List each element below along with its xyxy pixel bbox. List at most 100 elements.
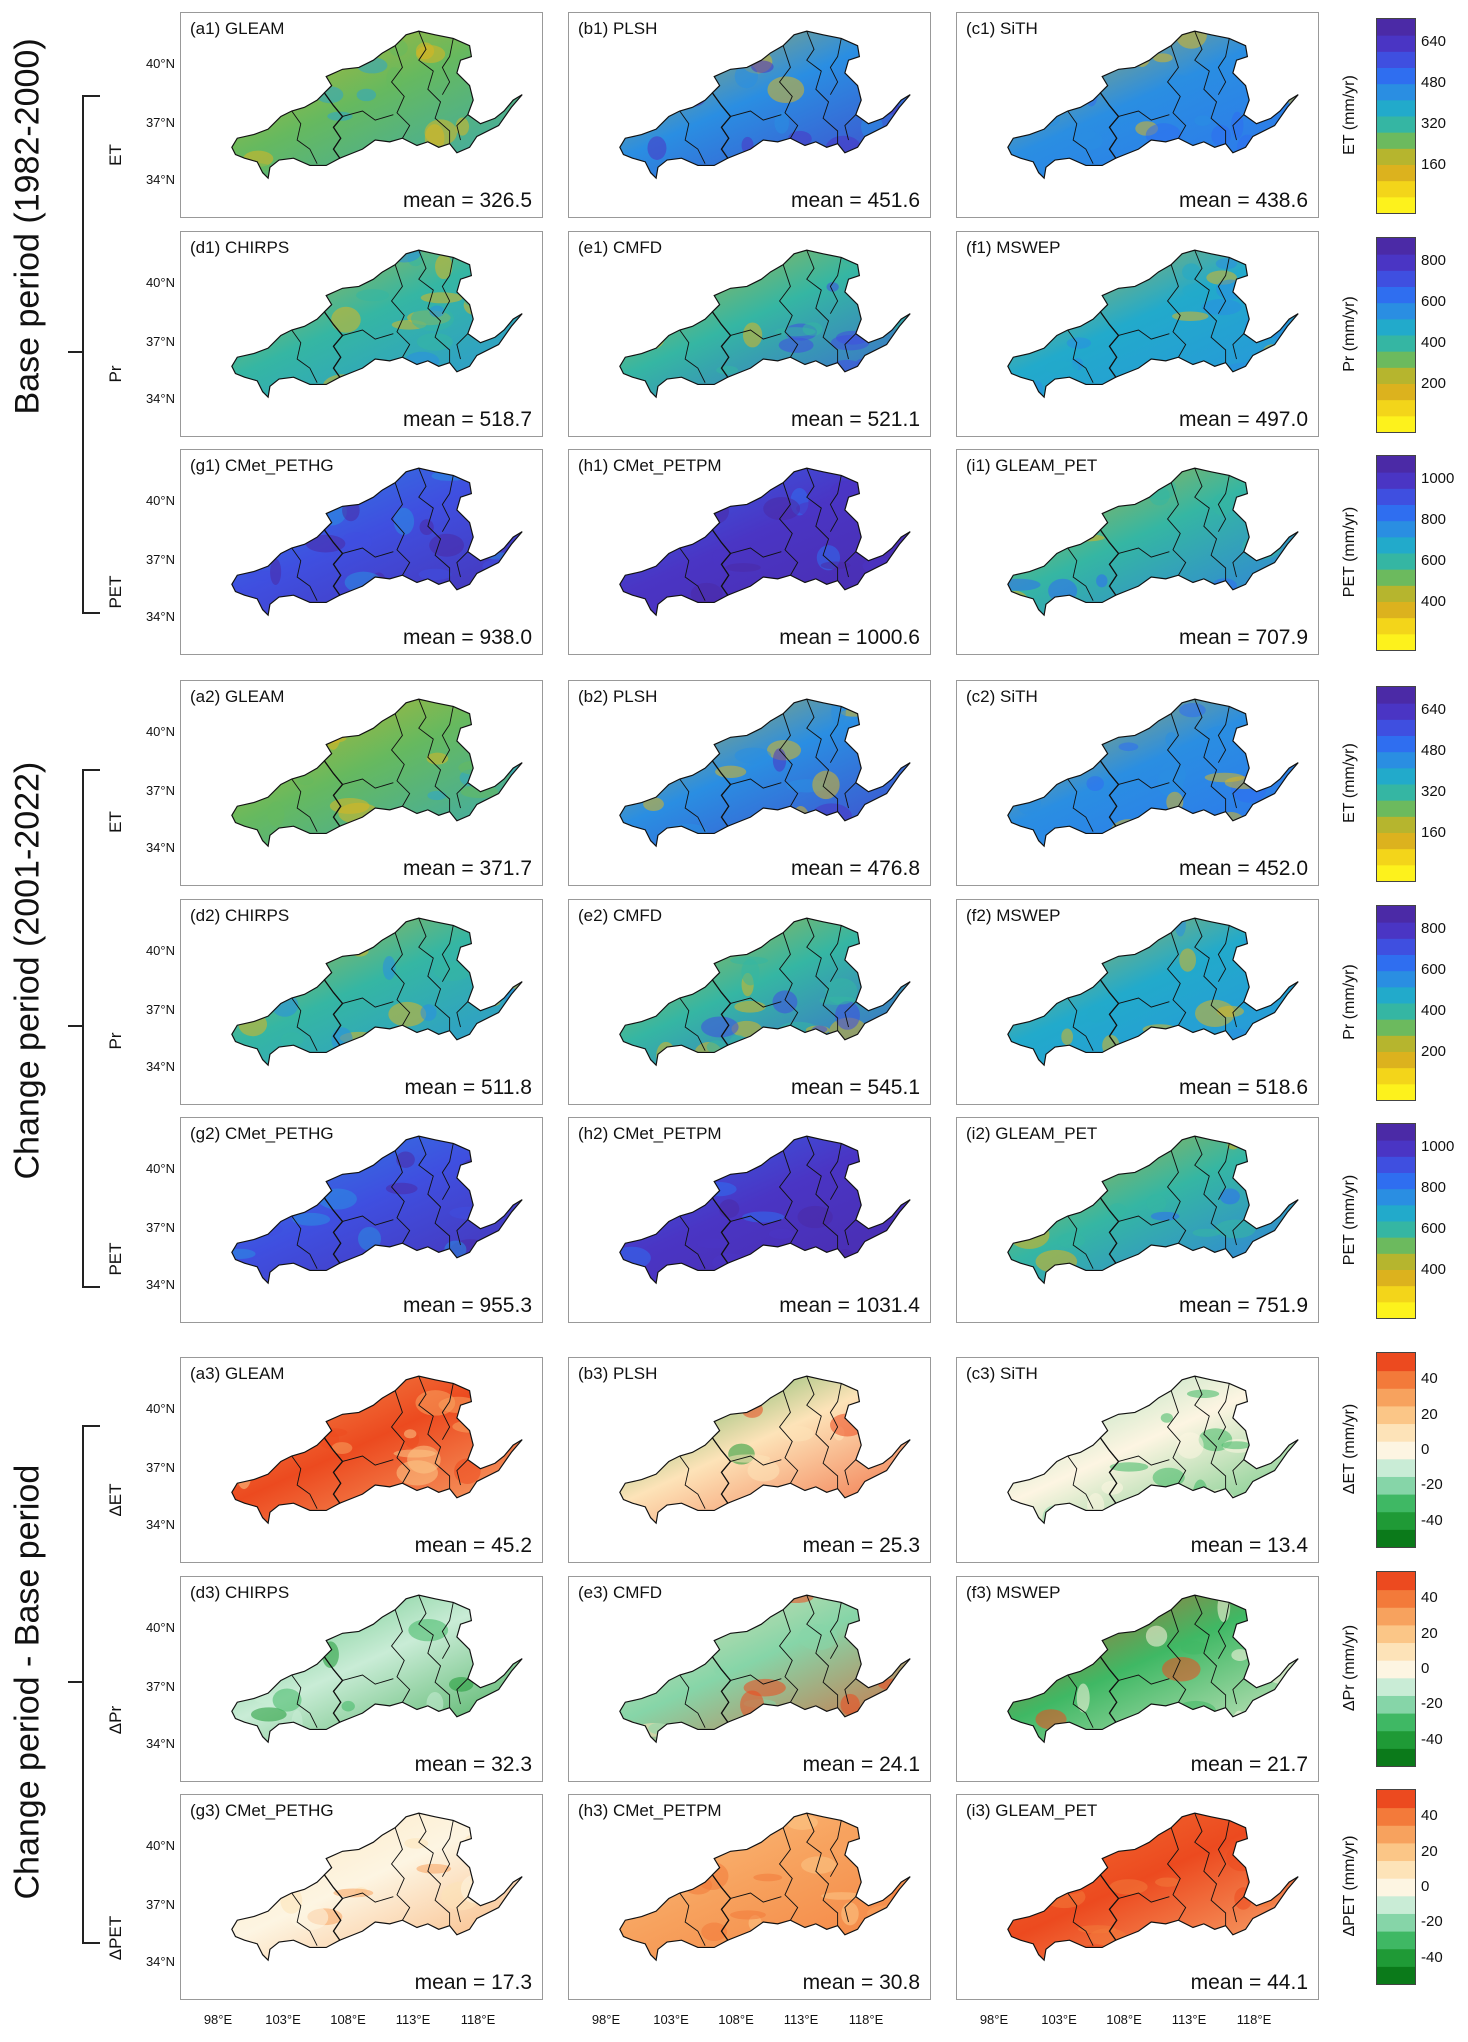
colorbar-tick-label: 600 <box>1421 960 1447 978</box>
subbasin-boundary <box>1067 1892 1094 1946</box>
map-texture-patch <box>1180 1641 1208 1655</box>
colorbar-tick-label: 600 <box>1421 1219 1447 1237</box>
colorbar-swatch <box>1377 1966 1415 1984</box>
map-texture-patch <box>816 147 844 159</box>
map-texture-patch <box>441 1881 481 1911</box>
basin-map <box>231 249 523 399</box>
map-texture-patch <box>253 1397 275 1416</box>
map-texture-patch <box>499 1830 523 1846</box>
map-texture-patch <box>1275 1708 1299 1734</box>
colorbar <box>1376 18 1416 214</box>
period-bracket-change <box>82 769 100 1288</box>
colorbar-swatch <box>1377 148 1415 165</box>
panel-title: (h3) CMet_PETPM <box>578 1801 722 1820</box>
subbasin-boundary <box>418 1594 451 1708</box>
subbasin-boundary <box>418 1375 451 1489</box>
subbasin-boundary <box>441 706 454 763</box>
map-texture-patch <box>429 305 445 318</box>
subbasin-boundary <box>342 997 394 1008</box>
colorbar-swatch <box>1377 1188 1415 1206</box>
basin-outline <box>711 1135 911 1264</box>
map-fill <box>1007 250 1299 398</box>
map-texture-patch <box>267 1165 304 1174</box>
subbasin-boundary <box>806 917 839 1031</box>
panel-mean-value: mean = 371.7 <box>402 857 532 880</box>
map-texture-patch <box>902 136 911 157</box>
subbasin-boundary <box>829 475 842 532</box>
subbasin-boundary <box>1217 1602 1230 1659</box>
basin-map <box>619 1812 911 1962</box>
subbasin-boundary <box>1194 917 1227 1031</box>
colorbar-swatch <box>1377 488 1415 505</box>
colorbar-tick-label: 640 <box>1421 32 1447 50</box>
map-texture-patch <box>508 1834 523 1856</box>
map-texture-patch <box>333 1888 374 1898</box>
map-texture-patch <box>822 600 863 613</box>
subbasin-boundary <box>844 333 857 360</box>
subbasin-boundary <box>806 1812 839 1926</box>
map-texture-patch <box>1089 1928 1127 1946</box>
map-texture-patch <box>741 1813 773 1819</box>
subbasin-boundary <box>441 1143 454 1200</box>
map-texture-patch <box>1221 1441 1251 1450</box>
colorbar-swatch <box>1377 35 1415 52</box>
map-texture-patch <box>1285 78 1299 107</box>
map-texture-patch <box>835 330 869 345</box>
subbasin-boundary <box>1067 1674 1094 1728</box>
map-fill <box>1007 1376 1299 1524</box>
map-texture-patch <box>894 1177 911 1194</box>
colorbar <box>1376 1123 1416 1319</box>
latitude-tick-label: 34°N <box>145 840 175 855</box>
map-texture-patch <box>633 1152 674 1171</box>
colorbar-swatch <box>1377 1172 1415 1190</box>
subbasin-boundary <box>679 1674 706 1728</box>
panel-mean-value: mean = 13.4 <box>1190 1534 1308 1557</box>
subbasin-boundary <box>730 329 782 340</box>
basin-outline <box>323 1812 523 1941</box>
colorbar-swatch <box>1377 286 1415 304</box>
panel-title: (b3) PLSH <box>578 1364 658 1383</box>
map-texture-patch <box>388 1001 427 1027</box>
colorbar-swatch <box>1377 585 1415 602</box>
map-texture-patch <box>1072 918 1090 933</box>
map-texture-patch <box>640 599 675 616</box>
map-texture-patch <box>812 770 840 800</box>
map-panel: (h1) CMet_PETPM mean = 1000.6 <box>568 449 931 655</box>
map-texture-patch <box>878 1248 911 1269</box>
map-panel: (e2) CMFD mean = 545.1 <box>568 899 931 1105</box>
map-texture-patch <box>767 1500 782 1517</box>
map-texture-patch <box>1044 360 1079 375</box>
subbasin-boundary <box>342 1674 394 1685</box>
period-bracket-diff-mid <box>68 1681 82 1683</box>
map-texture-patch <box>1226 1844 1258 1872</box>
map-texture-patch <box>1028 514 1059 544</box>
subbasin-boundary <box>778 264 799 358</box>
basin-outline <box>711 249 911 378</box>
subbasin-boundary <box>1194 1135 1227 1249</box>
colorbar-swatch <box>1377 1730 1415 1749</box>
colorbar-swatch <box>1377 1441 1415 1460</box>
colorbar-swatch <box>1377 1083 1415 1100</box>
latitude-tick-label: 37°N <box>145 1220 175 1235</box>
longitude-tick-label: 103°E <box>653 2012 689 2027</box>
map-texture-patch <box>741 136 754 154</box>
colorbar-swatch <box>1377 1624 1415 1644</box>
basin-map <box>1007 30 1299 180</box>
colorbar-swatch <box>1377 751 1415 769</box>
colorbar-swatch <box>1377 1269 1415 1287</box>
colorbar-swatch <box>1377 1237 1415 1254</box>
map-texture-patch <box>854 381 883 396</box>
latitude-tick-label: 40°N <box>145 493 175 508</box>
basin-map <box>231 917 523 1067</box>
map-texture-patch <box>636 1445 654 1470</box>
map-texture-patch <box>455 117 470 136</box>
map-texture-patch <box>1206 725 1249 739</box>
map-texture-patch <box>825 978 858 1005</box>
latitude-tick-label: 37°N <box>145 552 175 567</box>
subbasin-boundary <box>342 1455 394 1466</box>
basin-outline <box>231 310 344 399</box>
period-label-change: Change period (2001-2022) <box>8 761 47 1180</box>
colorbar-swatch <box>1377 302 1415 320</box>
map-texture-patch <box>1242 534 1282 560</box>
map-fill <box>231 1595 523 1743</box>
